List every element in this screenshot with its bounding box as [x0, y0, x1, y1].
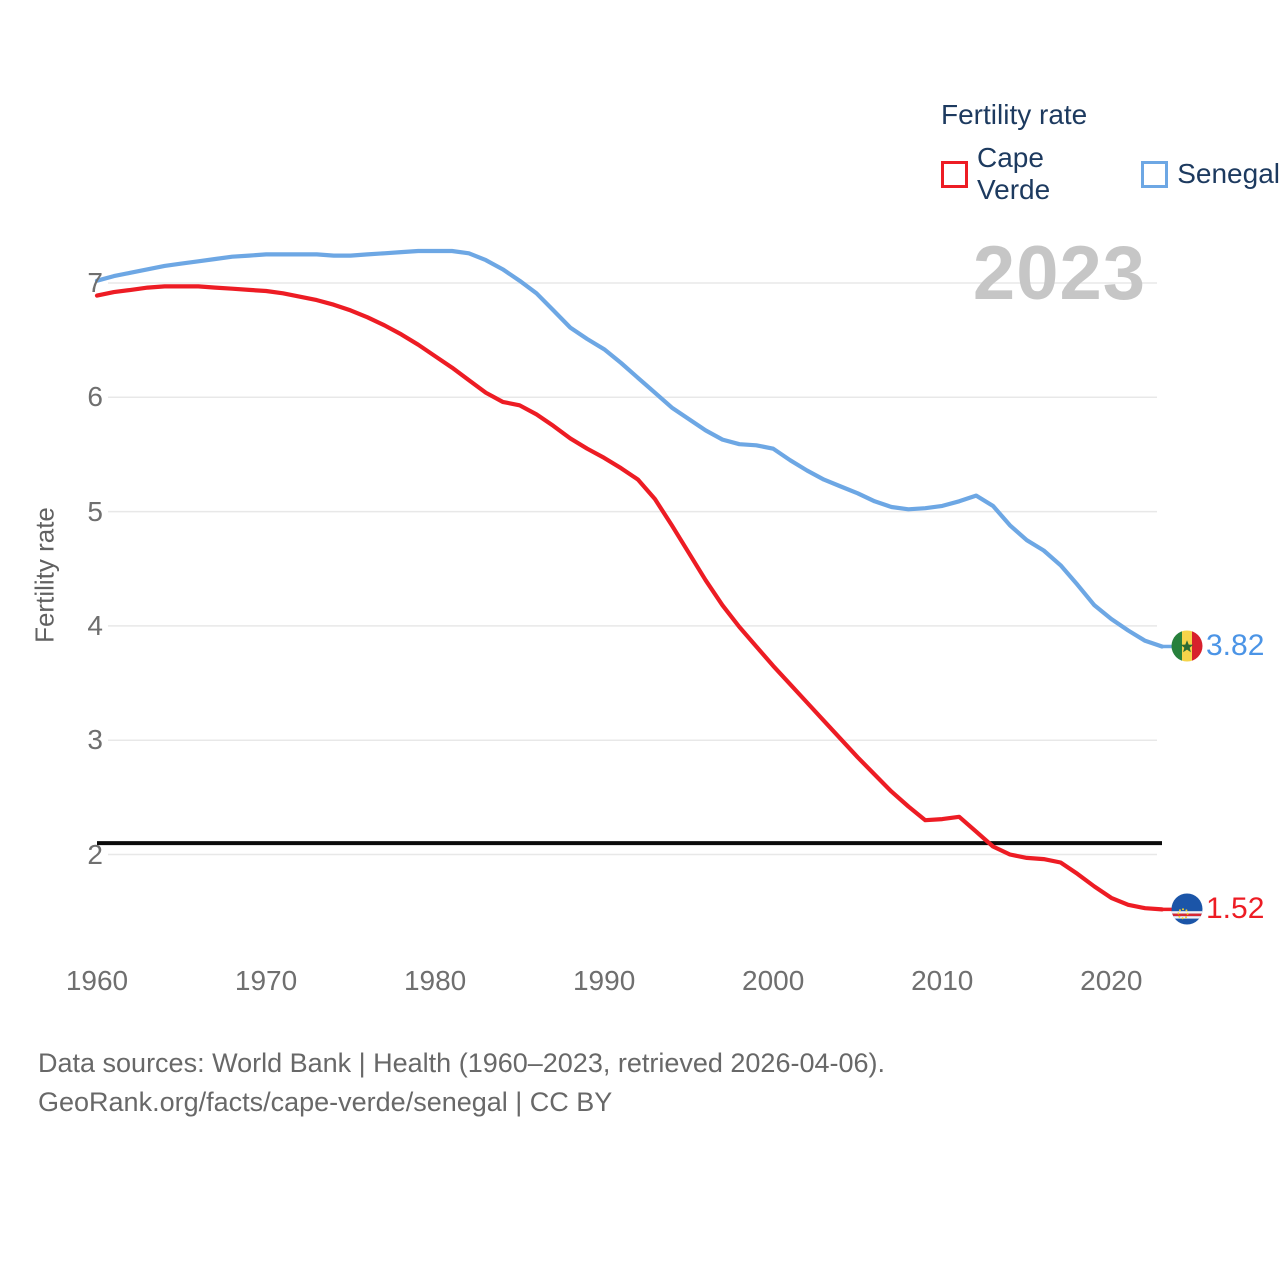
- y-tick-label: 3: [87, 724, 103, 756]
- footer-attribution-line: GeoRank.org/facts/cape-verde/senegal | C…: [38, 1087, 613, 1117]
- legend-item-cape-verde[interactable]: Cape Verde: [941, 142, 1120, 206]
- y-tick-label: 5: [87, 495, 103, 527]
- gridlines-group: [108, 282, 1157, 856]
- x-tick-label: 2010: [911, 965, 974, 996]
- legend-item-label: Senegal: [1177, 158, 1280, 189]
- legend: Fertility rate Cape Verde Senegal: [941, 99, 1280, 206]
- legend-item-senegal[interactable]: Senegal: [1141, 158, 1280, 190]
- x-tick-label: 2000: [742, 965, 805, 996]
- senegal-flag-icon: [1171, 630, 1203, 662]
- senegal-swatch-icon: [1141, 160, 1169, 188]
- legend-item-label: Cape Verde: [977, 142, 1051, 205]
- cape-verde-line: [94, 284, 1165, 912]
- x-tick-label: 2020: [1080, 965, 1143, 996]
- cape-verde-swatch-icon: [941, 160, 968, 188]
- year-watermark: 2023: [972, 231, 1146, 316]
- cape-verde-flag-icon: [1171, 893, 1203, 925]
- x-tick-label: 1970: [234, 965, 298, 996]
- y-tick-label: 6: [87, 381, 103, 413]
- legend-title: Fertility rate: [941, 99, 1088, 130]
- series-lines-group: [94, 248, 1172, 912]
- cape-verde-end-value: 1.52: [1206, 892, 1265, 926]
- x-tick-label: 1980: [403, 965, 467, 996]
- senegal-line: [94, 248, 1165, 649]
- x-tick-label: 1960: [65, 965, 129, 996]
- senegal-end-value: 3.82: [1206, 629, 1265, 663]
- y-tick-label: 2: [87, 838, 103, 870]
- x-tick-label: 1990: [572, 965, 636, 996]
- y-tick-label: 7: [87, 267, 103, 298]
- footer-sources-line: Data sources: World Bank | Health (1960–…: [38, 1048, 885, 1078]
- footer: Data sources: World Bank | Health (1960–…: [38, 1044, 885, 1122]
- y-tick-label: 4: [87, 609, 103, 641]
- legend-row: Cape Verde Senegal: [941, 142, 1280, 206]
